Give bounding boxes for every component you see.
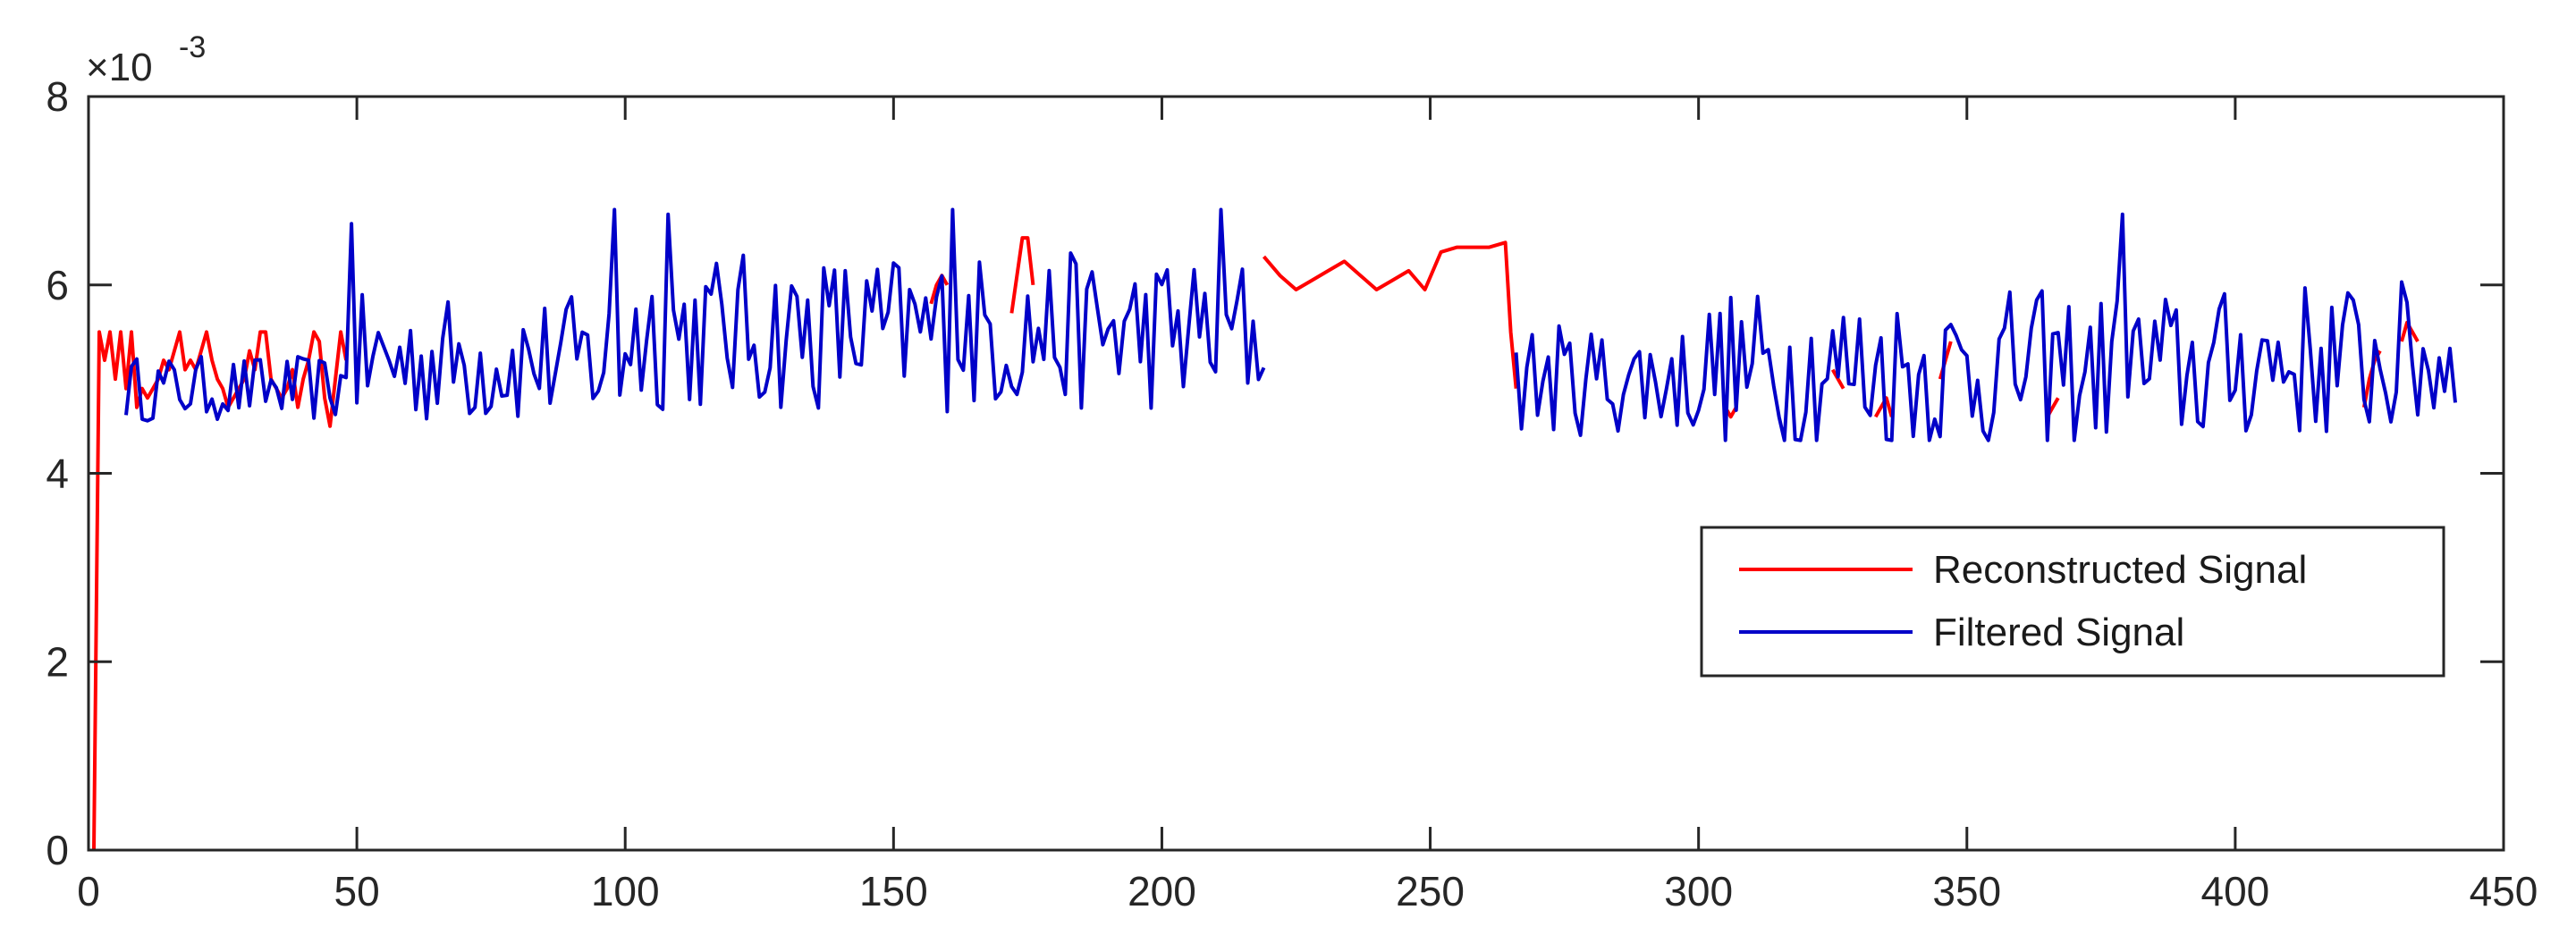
y-multiplier-power: -3 (179, 30, 206, 64)
y-multiplier-base: ×10 (86, 46, 153, 89)
x-tick-label: 250 (1396, 868, 1465, 914)
x-tick-label: 300 (1664, 868, 1733, 914)
series-layer (92, 207, 2457, 851)
labels-layer: 0 50 100 150 200 250 300 350 400 450 0 2 4 6 8 (46, 73, 2538, 914)
legend: Reconstructed Signal Filtered Signal (1700, 526, 2445, 678)
plot-area (89, 97, 2504, 850)
x-tick-label: 450 (2470, 868, 2538, 914)
x-tick-label: 350 (1932, 868, 2001, 914)
reconstructed-signal-line-5 (1830, 368, 1845, 390)
filtered-signal-line-0 (124, 207, 1266, 423)
legend-label-reconstructed: Reconstructed Signal (1933, 548, 2307, 592)
y-tick-label: 4 (46, 451, 69, 497)
ticks-layer (87, 95, 2505, 852)
reconstructed-signal-line-2 (1009, 236, 1035, 314)
x-tick-label: 0 (77, 868, 100, 914)
reconstructed-signal-line-3 (1262, 240, 1518, 389)
y-tick-label: 8 (46, 73, 69, 120)
filtered-signal-line-1 (1514, 212, 2457, 442)
legend-box (1700, 526, 2445, 678)
x-tick-label: 100 (591, 868, 660, 914)
y-tick-label: 0 (46, 827, 69, 873)
x-tick-label: 50 (334, 868, 380, 914)
x-tick-label: 200 (1128, 868, 1196, 914)
x-tick-label: 400 (2201, 868, 2270, 914)
y-tick-label: 6 (46, 262, 69, 308)
y-tick-label: 2 (46, 638, 69, 685)
x-tick-label: 150 (859, 868, 928, 914)
reconstructed-signal-line-0 (92, 330, 349, 851)
legend-label-filtered: Filtered Signal (1933, 611, 2184, 654)
